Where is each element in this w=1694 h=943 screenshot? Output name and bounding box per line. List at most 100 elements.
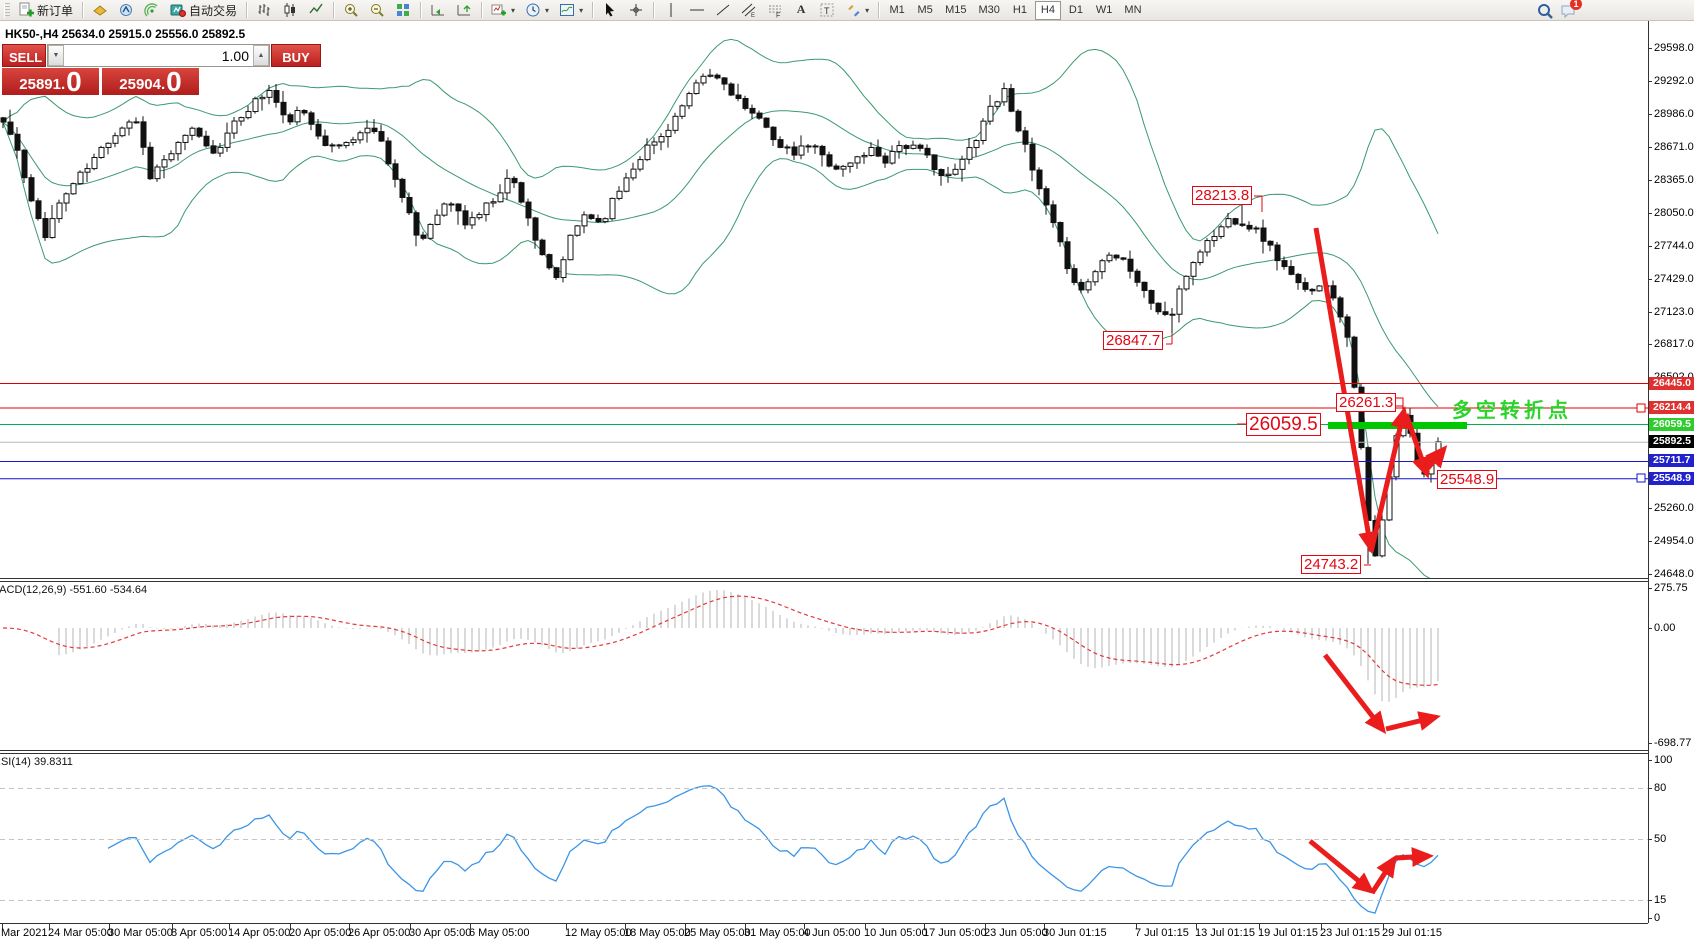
periods-clock-icon — [525, 2, 541, 18]
signals-button[interactable] — [140, 1, 164, 20]
rsi-indicator-label: RSI(14) 39.8311 — [0, 756, 73, 768]
toolbar-grip[interactable] — [4, 2, 10, 18]
text-tool-button[interactable]: A — [789, 1, 813, 20]
timeframe-m15[interactable]: M15 — [940, 1, 971, 20]
volume-decrease-button[interactable]: ▼ — [48, 45, 64, 66]
price-axis-label: 0.00 — [1654, 622, 1676, 634]
timeframe-w1[interactable]: W1 — [1091, 1, 1118, 20]
macd-indicator-label: MACD(12,26,9) -551.60 -534.64 — [0, 584, 148, 596]
label-tool-button[interactable]: T — [815, 1, 839, 20]
time-axis-label: 30 Jun 01:15 — [1043, 927, 1107, 939]
hline-tool-button[interactable] — [685, 1, 709, 20]
price-badge: 25892.5 — [1649, 435, 1694, 449]
time-axis-label: 20 Apr 05:00 — [289, 927, 352, 939]
mql-button[interactable] — [114, 1, 138, 20]
sell-price[interactable]: 25891. 0 — [2, 68, 99, 96]
periods-button[interactable]: ▾ — [521, 1, 553, 20]
profiles-button[interactable] — [88, 1, 112, 20]
text-icon: A — [796, 2, 806, 16]
autotrade-button[interactable]: 自动交易 — [166, 1, 241, 20]
shapes-caret: ▾ — [865, 5, 870, 15]
timeframe-h1[interactable]: H1 — [1007, 1, 1033, 20]
indicators-button[interactable]: ▾ — [487, 1, 519, 20]
price-axis-label: 275.75 — [1654, 582, 1688, 594]
tile-windows-icon — [395, 2, 411, 18]
toolbar-separator — [246, 2, 248, 18]
timeframe-d1[interactable]: D1 — [1063, 1, 1089, 20]
price-axis-label: -698.77 — [1654, 737, 1692, 749]
vline-tool-button[interactable] — [659, 1, 683, 20]
sell-button[interactable]: SELL — [2, 44, 46, 67]
buy-price-sep: . — [160, 76, 166, 93]
price-axis-label: 80 — [1654, 782, 1667, 794]
shapes-tool-button[interactable]: ▾ — [841, 1, 873, 20]
shapes-icon — [845, 2, 861, 18]
tile-windows-button[interactable] — [391, 1, 415, 20]
mql-icon — [118, 2, 134, 18]
new-order-button[interactable]: 新订单 — [14, 1, 77, 20]
price-axis-label: 0 — [1654, 912, 1661, 924]
one-click-trading-panel: SELL ▼ ▲ BUY 25891.0 25904.0 — [2, 44, 321, 96]
timeframe-mn[interactable]: MN — [1119, 1, 1146, 20]
price-badge: 26214.4 — [1649, 401, 1694, 415]
candlestick-button[interactable] — [278, 1, 302, 20]
volume-input[interactable] — [64, 45, 253, 66]
price-badge: 26059.5 — [1649, 417, 1694, 431]
templates-button[interactable]: ▾ — [555, 1, 587, 20]
buy-button[interactable]: BUY — [271, 44, 321, 67]
bar-chart-button[interactable] — [252, 1, 276, 20]
price-axis-label: 26817.0 — [1654, 338, 1694, 350]
price-axis-label: 15 — [1654, 894, 1667, 906]
price-callout: 24743.2 — [1301, 555, 1362, 574]
templates-caret: ▾ — [579, 5, 584, 15]
auto-scroll-icon — [430, 2, 446, 18]
fibonacci-tool-button[interactable]: F — [763, 1, 787, 20]
svg-text:E: E — [751, 13, 755, 18]
auto-scroll-button[interactable] — [426, 1, 450, 20]
time-axis-label: 7 Jul 01:15 — [1135, 927, 1189, 939]
price-axis-label: 25260.0 — [1654, 502, 1694, 514]
price-axis-label: 100 — [1654, 754, 1673, 766]
cursor-tool-button[interactable] — [598, 1, 622, 20]
time-axis-label: 14 Apr 05:00 — [228, 927, 291, 939]
chart-title: HK50-,H4 25634.0 25915.0 25556.0 25892.5 — [5, 27, 246, 41]
zoom-in-button[interactable] — [339, 1, 363, 20]
price-axis-label: 29598.0 — [1654, 42, 1694, 54]
time-axis-label: 24 Mar 05:00 — [48, 927, 113, 939]
chart-area[interactable]: HK50-,H4 25634.0 25915.0 25556.0 25892.5… — [0, 21, 1694, 943]
price-axis-label: 50 — [1654, 833, 1667, 845]
search-icon[interactable] — [1536, 2, 1553, 19]
toolbar-separator — [481, 2, 483, 18]
timeframe-m5[interactable]: M5 — [912, 1, 938, 20]
timeframe-group: M1 M5 M15 M30 H1 H4 D1 W1 MN — [884, 0, 1146, 20]
zoom-out-button[interactable] — [365, 1, 389, 20]
timeframe-m30[interactable]: M30 — [974, 1, 1005, 20]
sell-price-sep: . — [60, 76, 66, 93]
notification-badge: 1 — [1570, 0, 1582, 10]
time-axis-label: Mar 2021 — [1, 927, 48, 939]
time-axis-label: 30 Mar 05:00 — [108, 927, 173, 939]
timeframe-m1[interactable]: M1 — [884, 1, 910, 20]
crosshair-tool-button[interactable] — [624, 1, 648, 20]
line-chart-button[interactable] — [304, 1, 328, 20]
candlestick-icon — [282, 2, 298, 18]
periods-caret: ▾ — [545, 5, 550, 15]
volume-increase-button[interactable]: ▲ — [253, 45, 269, 66]
rsi-panel — [0, 785, 1648, 914]
trendline-icon — [715, 2, 731, 18]
price-axis-label: 24954.0 — [1654, 535, 1694, 547]
crosshair-icon — [628, 2, 644, 18]
panel-frame — [0, 21, 1652, 929]
volume-stepper: ▼ ▲ — [47, 44, 270, 67]
buy-price[interactable]: 25904. 0 — [102, 68, 199, 96]
timeframe-h4[interactable]: H4 — [1034, 0, 1061, 20]
time-axis-label: 17 Jun 05:00 — [923, 927, 987, 939]
candles — [0, 68, 1442, 564]
time-axis-label: 19 Jul 01:15 — [1258, 927, 1318, 939]
channel-tool-button[interactable]: E — [737, 1, 761, 20]
toolbar-separator — [592, 2, 594, 18]
line-chart-icon — [308, 2, 324, 18]
trendline-tool-button[interactable] — [711, 1, 735, 20]
notifications-icon[interactable]: 1 — [1560, 0, 1582, 19]
chart-shift-button[interactable] — [452, 1, 476, 20]
